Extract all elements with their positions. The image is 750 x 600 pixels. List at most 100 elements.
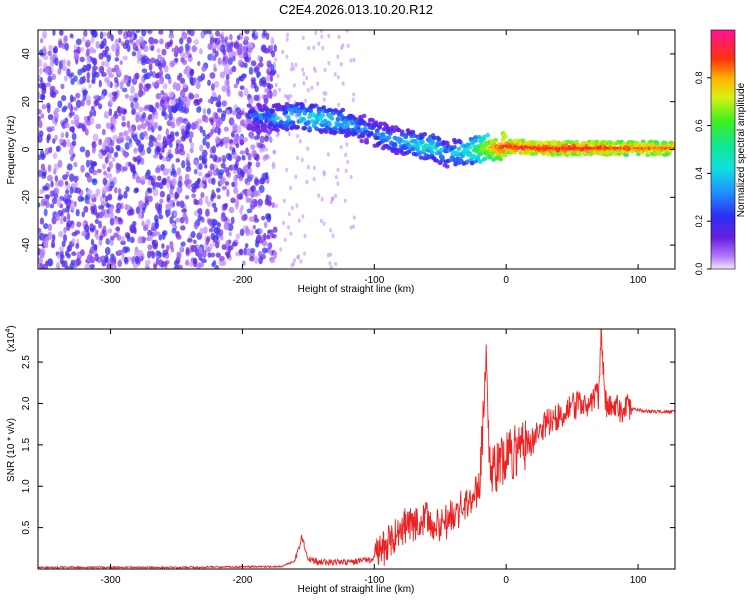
spectrogram-cell bbox=[261, 247, 267, 254]
spectrogram-cell bbox=[304, 98, 308, 104]
spectrogram-cell bbox=[49, 190, 54, 198]
spectrogram-cell bbox=[51, 73, 57, 81]
spectrogram-cell bbox=[149, 113, 153, 120]
spectrogram-cell bbox=[368, 131, 374, 136]
spectrogram-cell bbox=[137, 212, 142, 219]
spectrogram-cell bbox=[71, 251, 77, 257]
spectrogram-cell bbox=[42, 62, 48, 69]
spectrogram-cell bbox=[253, 256, 259, 265]
x-tick-label: 0 bbox=[503, 575, 509, 586]
spectrogram-cell bbox=[185, 246, 190, 256]
spectrogram-cell bbox=[281, 125, 286, 131]
spectrogram-cell bbox=[238, 90, 242, 97]
spectrogram-cell bbox=[331, 233, 335, 239]
spectrogram-cell bbox=[162, 249, 169, 256]
spectrogram-cell bbox=[121, 115, 126, 122]
spectrogram-cell bbox=[165, 244, 170, 252]
spectrogram-cell bbox=[289, 93, 293, 99]
spectrogram-cell bbox=[264, 154, 270, 160]
spectrogram-cell bbox=[117, 188, 122, 196]
spectrogram-cell bbox=[101, 208, 106, 217]
spectrogram-cell bbox=[133, 148, 138, 154]
spectrogram-cell bbox=[181, 32, 188, 40]
spectrogram-cell bbox=[38, 232, 45, 241]
spectrogram-cell bbox=[124, 246, 131, 253]
spectrogram-cell bbox=[127, 126, 134, 134]
spectrogram-cell bbox=[217, 57, 222, 66]
spectrogram-cell bbox=[197, 247, 203, 252]
spectrogram-cell bbox=[126, 120, 131, 129]
spectrogram-cell bbox=[398, 137, 404, 143]
spectrogram-cell bbox=[158, 30, 164, 35]
spectrogram-cell bbox=[168, 33, 175, 39]
spectrogram-cell bbox=[149, 70, 153, 77]
spectrogram-cell bbox=[85, 149, 91, 158]
spectrogram-cell bbox=[493, 137, 499, 143]
spectrogram-cell bbox=[453, 162, 458, 167]
spectrogram-cell bbox=[535, 140, 540, 145]
spectrogram-cell bbox=[168, 200, 174, 210]
spectrogram-cell bbox=[43, 208, 48, 217]
spectrogram-cell bbox=[436, 136, 442, 142]
spectrogram-cell bbox=[156, 145, 160, 152]
spectrogram-cell bbox=[52, 152, 58, 160]
spectrogram-cell bbox=[266, 195, 272, 203]
spectrogram-cell bbox=[89, 264, 96, 269]
spectrogram-cell bbox=[47, 114, 54, 121]
spectrogram-cell bbox=[251, 184, 257, 192]
spectrogram-cell bbox=[403, 134, 409, 140]
spectrogram-cell bbox=[295, 203, 299, 208]
spectrogram-cell bbox=[69, 186, 74, 195]
spectrogram-cell bbox=[98, 220, 103, 229]
spectrogram-cell bbox=[60, 132, 65, 139]
spectrogram-cell bbox=[176, 200, 181, 207]
spectrogram-cell bbox=[180, 225, 186, 231]
spectrogram-cell bbox=[140, 122, 147, 130]
spectrogram-cell bbox=[341, 43, 345, 48]
spectrogram-cell bbox=[239, 150, 246, 155]
spectrogram-cell bbox=[312, 66, 316, 71]
spectrogram-cell bbox=[147, 195, 153, 203]
spectrogram-cell bbox=[71, 132, 77, 141]
spectrogram-cell bbox=[207, 98, 214, 104]
spectrogram-cell bbox=[49, 55, 54, 60]
spectrogram-cell bbox=[93, 95, 98, 100]
spectrogram-cell bbox=[225, 79, 230, 87]
spectrogram-cell bbox=[189, 261, 194, 267]
spectrogram-cell bbox=[269, 127, 274, 132]
spectrogram-cell bbox=[498, 149, 504, 154]
spectrogram-cell bbox=[154, 73, 160, 79]
spectrogram-cell bbox=[250, 144, 256, 150]
spectrogram-cell bbox=[169, 60, 175, 68]
spectrogram-cell bbox=[105, 202, 110, 208]
spectrogram-cell bbox=[284, 127, 290, 132]
spectrogram-cell bbox=[118, 249, 124, 256]
spectrogram-cell bbox=[485, 133, 490, 138]
spectrogram-cell bbox=[177, 46, 183, 54]
spectrogram-cell bbox=[62, 58, 67, 66]
spectrogram-cell bbox=[41, 173, 47, 179]
spectrogram-cell bbox=[262, 146, 269, 152]
spectrogram-cell bbox=[188, 137, 193, 144]
spectrogram-cell bbox=[242, 137, 248, 143]
spectrogram-cell bbox=[117, 260, 122, 268]
spectrogram-cell bbox=[162, 168, 169, 176]
spectrogram-cell bbox=[180, 135, 186, 142]
spectrogram-cell bbox=[158, 152, 163, 160]
spectrogram-cell bbox=[211, 177, 216, 185]
spectrogram-cell bbox=[104, 246, 111, 256]
spectrogram-cell bbox=[104, 195, 109, 203]
x-tick-label: -300 bbox=[101, 275, 121, 286]
spectrogram-cell bbox=[275, 128, 280, 133]
spectrogram-cell bbox=[198, 262, 204, 268]
spectrogram-cell bbox=[39, 37, 44, 44]
spectrogram-cell bbox=[99, 43, 104, 50]
spectrogram-cell bbox=[75, 99, 82, 109]
spectrogram-cell bbox=[54, 134, 58, 141]
spectrogram-cell bbox=[552, 140, 558, 146]
spectrogram-cell bbox=[61, 65, 67, 72]
spectrogram-cell bbox=[197, 171, 203, 177]
spectrogram-cell bbox=[243, 36, 250, 42]
spectrogram-cell bbox=[197, 214, 202, 221]
spectrogram-cell bbox=[295, 124, 301, 130]
